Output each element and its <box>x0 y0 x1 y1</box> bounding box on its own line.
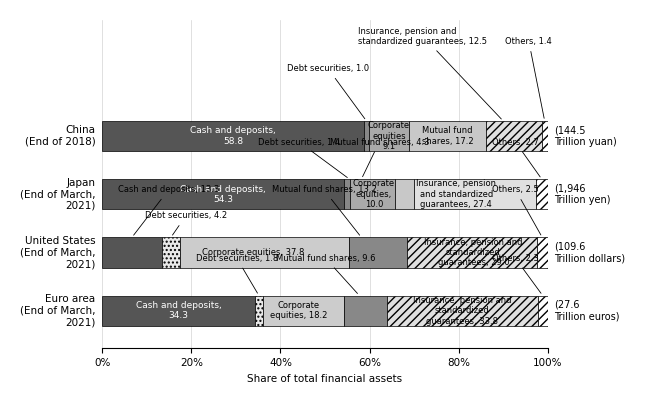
Bar <box>542 121 548 151</box>
Text: Cash and deposits,
58.8: Cash and deposits, 58.8 <box>190 126 276 146</box>
Text: Japan
(End of March,
2021): Japan (End of March, 2021) <box>20 178 96 211</box>
Text: Corporate
equities
9.1: Corporate equities 9.1 <box>368 121 410 151</box>
Bar <box>414 179 536 209</box>
Bar <box>407 237 537 268</box>
Text: Others, 2.3: Others, 2.3 <box>492 254 541 293</box>
Bar <box>387 295 537 326</box>
Text: Cash and deposits,
54.3: Cash and deposits, 54.3 <box>180 185 266 204</box>
Text: Cash and deposits, 13.3: Cash and deposits, 13.3 <box>118 185 219 235</box>
Bar <box>102 295 255 326</box>
Bar <box>537 237 548 268</box>
Bar <box>263 295 345 326</box>
Bar <box>348 237 407 268</box>
Text: Mutual fund shares, 13.2: Mutual fund shares, 13.2 <box>272 185 376 235</box>
Text: Others, 2.5: Others, 2.5 <box>492 185 541 235</box>
Bar <box>255 295 263 326</box>
Text: Mutual fund shares, 4.3: Mutual fund shares, 4.3 <box>329 138 429 177</box>
Text: Cash and deposits,
34.3: Cash and deposits, 34.3 <box>136 301 222 320</box>
Text: Debt securities, 1.8: Debt securities, 1.8 <box>196 254 278 293</box>
Text: Debt securities, 4.2: Debt securities, 4.2 <box>145 211 227 235</box>
Text: (1,946
Trillion yen): (1,946 Trillion yen) <box>554 183 611 205</box>
Bar <box>345 295 387 326</box>
Text: Euro area
(End of March,
2021): Euro area (End of March, 2021) <box>20 294 96 327</box>
Bar <box>345 179 350 209</box>
Text: Corporate
equities, 18.2: Corporate equities, 18.2 <box>270 301 327 320</box>
Text: Debt securities, 1.4: Debt securities, 1.4 <box>258 138 347 177</box>
Text: (27.6
Trillion euros): (27.6 Trillion euros) <box>554 300 620 322</box>
Text: Insurance, pension and
standardized guarantees, 12.5: Insurance, pension and standardized guar… <box>358 27 502 119</box>
Text: Corporate equities, 37.8: Corporate equities, 37.8 <box>202 248 304 257</box>
Text: Mutual fund shares, 9.6: Mutual fund shares, 9.6 <box>276 254 376 293</box>
Bar <box>364 121 369 151</box>
Bar <box>536 179 548 209</box>
Bar <box>395 179 414 209</box>
Bar <box>102 121 364 151</box>
Bar <box>180 237 348 268</box>
Bar <box>162 237 180 268</box>
Bar <box>409 121 486 151</box>
X-axis label: Share of total financial assets: Share of total financial assets <box>248 374 403 384</box>
Bar <box>369 121 409 151</box>
Text: Corporate
equities,
10.0: Corporate equities, 10.0 <box>352 179 395 209</box>
Text: Debt securities, 1.0: Debt securities, 1.0 <box>287 64 370 119</box>
Text: Insurance, pension and
standardized
guarantees, 29.0: Insurance, pension and standardized guar… <box>424 238 523 267</box>
Text: United States
(End of March,
2021): United States (End of March, 2021) <box>20 236 96 269</box>
Bar <box>350 179 395 209</box>
Text: Insurance, pension and
standardized
guarantees, 33.8: Insurance, pension and standardized guar… <box>412 296 511 326</box>
Text: China
(End of 2018): China (End of 2018) <box>25 126 96 147</box>
Text: Others, 2.7: Others, 2.7 <box>492 138 540 177</box>
Text: Insurance, pension
and standardized
guarantees, 27.4: Insurance, pension and standardized guar… <box>416 179 496 209</box>
Text: Mutual fund
shares, 17.2: Mutual fund shares, 17.2 <box>422 126 473 146</box>
Text: Others, 1.4: Others, 1.4 <box>506 37 552 118</box>
Bar <box>486 121 542 151</box>
Bar <box>102 237 162 268</box>
Bar <box>102 179 345 209</box>
Text: (144.5
Trillion yuan): (144.5 Trillion yuan) <box>554 126 617 147</box>
Bar <box>537 295 548 326</box>
Text: (109.6
Trillion dollars): (109.6 Trillion dollars) <box>554 242 626 263</box>
